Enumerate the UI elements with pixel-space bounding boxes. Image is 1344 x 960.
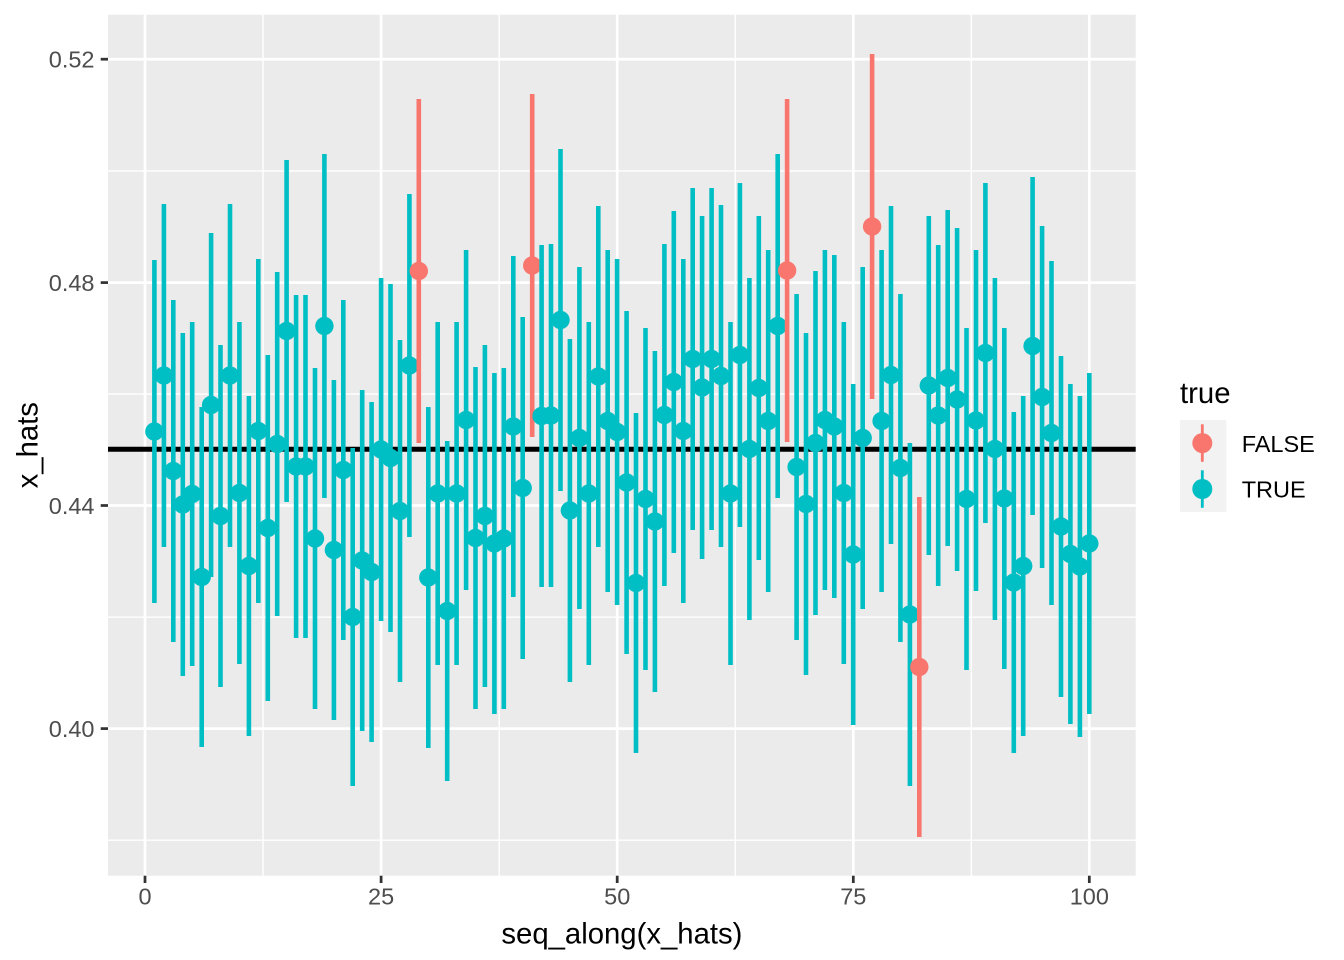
- svg-text:x_hats: x_hats: [12, 402, 45, 488]
- svg-text:FALSE: FALSE: [1242, 431, 1315, 457]
- svg-text:0: 0: [138, 884, 151, 910]
- svg-text:true: true: [1180, 377, 1230, 410]
- svg-text:0.44: 0.44: [49, 493, 95, 519]
- svg-text:0.52: 0.52: [49, 47, 95, 73]
- svg-text:50: 50: [604, 884, 630, 910]
- svg-text:25: 25: [368, 884, 394, 910]
- svg-text:100: 100: [1070, 884, 1109, 910]
- svg-text:seq_along(x_hats): seq_along(x_hats): [501, 918, 742, 951]
- svg-text:0.40: 0.40: [49, 716, 95, 742]
- svg-text:TRUE: TRUE: [1242, 477, 1306, 503]
- svg-text:0.48: 0.48: [49, 270, 95, 296]
- svg-text:75: 75: [840, 884, 866, 910]
